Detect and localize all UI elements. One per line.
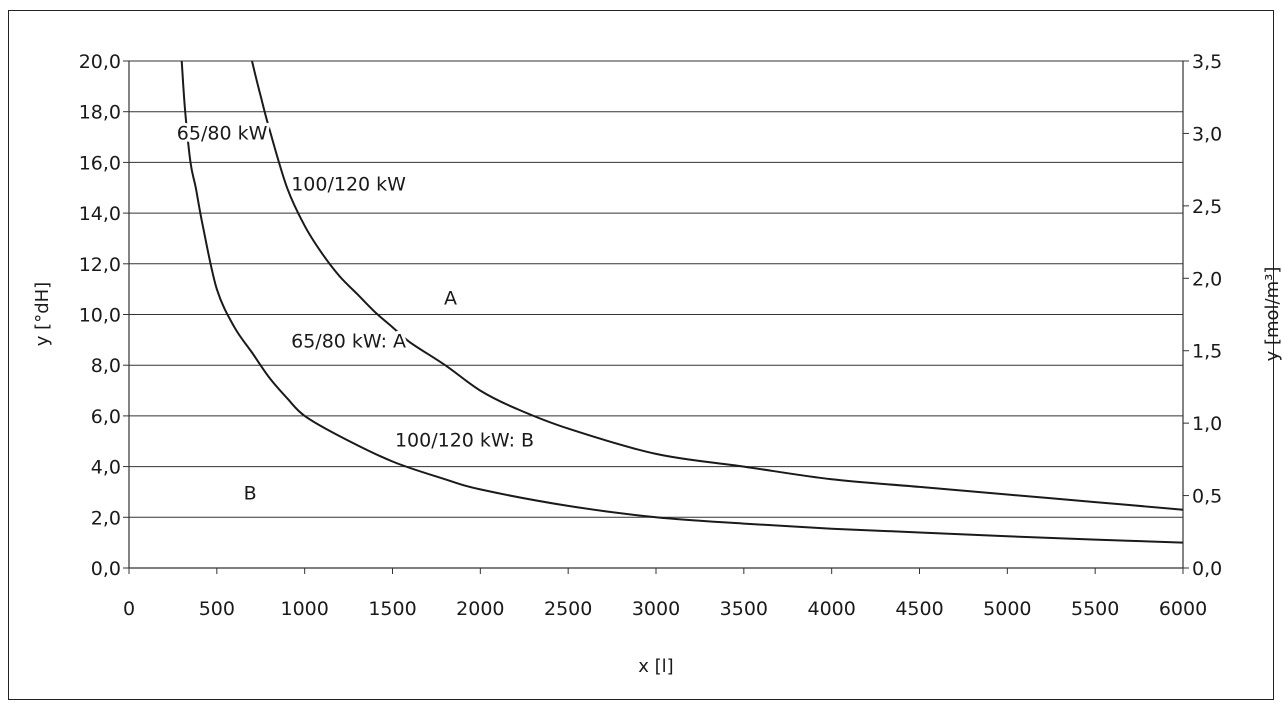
annotation-label: 100/120 kW: B	[395, 429, 534, 451]
x-tick-label: 2500	[544, 598, 592, 620]
series-curve-65-80kw	[182, 61, 1183, 543]
y2-tick-label: 1,5	[1192, 341, 1222, 363]
x-tick-label: 500	[199, 598, 235, 620]
annotations: 65/80 kW 100/120 kW A 65/80 kW: A 100/120 kW…	[177, 123, 534, 505]
series-curve-100-120kw	[252, 61, 1183, 510]
x-tick-label: 0	[123, 598, 135, 620]
y-tick-label: 2,0	[91, 507, 121, 529]
y-tick-labels: 0,0 2,0 4,0 6,0 8,0 10,0 12,0 14,0 16,0 18,0 20,0	[79, 51, 121, 580]
y-tick-label: 14,0	[79, 203, 121, 225]
x-tick-label: 5000	[983, 598, 1031, 620]
x-tick-label: 4000	[807, 598, 855, 620]
x-tick-label: 6000	[1159, 598, 1207, 620]
x-axis-label: x [l]	[638, 656, 673, 677]
annotation-label: A	[444, 287, 457, 309]
y2-tick-label: 0,5	[1192, 486, 1222, 508]
x-tick-label: 3500	[720, 598, 768, 620]
y2-tick-label: 1,0	[1192, 413, 1222, 435]
y-tick-label: 6,0	[91, 406, 121, 428]
x-tick-labels: 0 500 1000 1500 2000 2500 3000 3500 4000 4500 5000…	[123, 598, 1207, 620]
x-tick-label: 3000	[632, 598, 680, 620]
annotation-label: B	[244, 483, 257, 505]
x-tick-label: 1000	[280, 598, 328, 620]
y2-tick-label: 2,5	[1192, 196, 1222, 218]
y-tick-label: 4,0	[91, 457, 121, 479]
y-tick-label: 8,0	[91, 355, 121, 377]
annotation-label: 100/120 kW	[291, 173, 406, 195]
y2-tick-label: 2,0	[1192, 268, 1222, 290]
gridlines	[129, 61, 1183, 517]
y2-tick-labels: 0,0 0,5 1,0 1,5 2,0 2,5 3,0 3,5	[1192, 51, 1222, 580]
y-tick-label: 20,0	[79, 51, 121, 73]
x-tick-label: 2000	[456, 598, 504, 620]
y2-tick-label: 3,0	[1192, 123, 1222, 145]
annotation-label: 65/80 kW: A	[291, 330, 406, 352]
x-tick-label: 4500	[895, 598, 943, 620]
y-axis-label: y [°dH]	[32, 282, 53, 346]
y2-tick-label: 3,5	[1192, 51, 1222, 73]
annotation-label: 65/80 kW	[177, 123, 268, 145]
y-tick-label: 12,0	[79, 254, 121, 276]
y2-tick-label: 0,0	[1192, 558, 1222, 580]
y-tick-label: 0,0	[91, 558, 121, 580]
y2-axis-label: y [mol/m³]	[1262, 267, 1283, 362]
x-tick-label: 5500	[1071, 598, 1119, 620]
y-tick-label: 16,0	[79, 152, 121, 174]
series-curves	[182, 61, 1183, 543]
y-tick-label: 18,0	[79, 102, 121, 124]
x-tick-label: 1500	[368, 598, 416, 620]
y-tick-label: 10,0	[79, 305, 121, 327]
